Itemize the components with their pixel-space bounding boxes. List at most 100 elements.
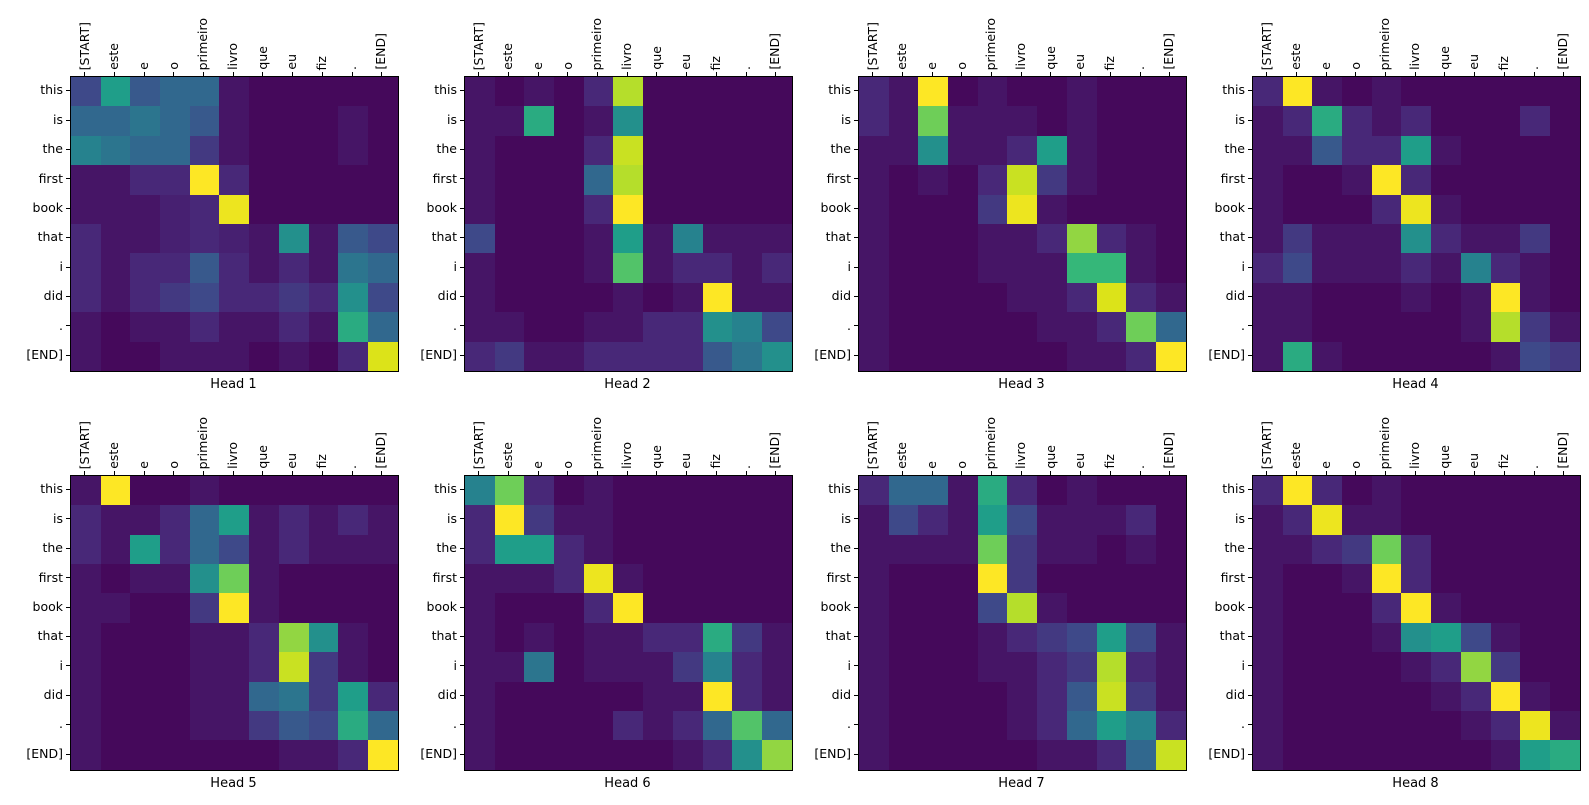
heatmap-cell <box>1342 165 1372 195</box>
heatmap-cell <box>524 622 555 653</box>
heatmap-cell <box>465 135 495 166</box>
y-tick: book <box>6 592 70 621</box>
y-tick-label: that <box>37 628 63 644</box>
heatmap-cell <box>1490 106 1521 136</box>
heatmap-cell <box>308 194 339 224</box>
x-tick-label: primeiro <box>195 416 211 469</box>
x-tick: primeiro <box>189 401 219 475</box>
subplot-head-2: [START] este e o primeiro livro que eu fiz. [END]… <box>400 2 794 397</box>
x-tick-mark <box>1169 470 1171 475</box>
x-tick-label: o <box>1347 62 1363 70</box>
heatmap-cell <box>1312 593 1343 623</box>
heatmap-cell <box>308 711 339 741</box>
heatmap-cell <box>732 77 762 107</box>
heatmap-cell <box>613 681 644 712</box>
heatmap-cell <box>1431 564 1461 594</box>
x-tick-mark <box>745 72 747 76</box>
heatmap-cell <box>1490 165 1521 195</box>
x-tick: que <box>642 401 672 475</box>
heatmap-cell <box>761 77 792 107</box>
y-tick-mark <box>66 325 70 327</box>
heatmap-cell <box>1401 564 1432 594</box>
x-tick: este <box>888 401 918 475</box>
y-tick-mark <box>1248 606 1252 608</box>
heatmap-cell <box>732 534 762 565</box>
heatmap-cell <box>1520 593 1550 623</box>
y-tick-label: first <box>1220 569 1245 585</box>
heatmap-cell <box>1490 223 1521 254</box>
x-tick-label: este <box>500 43 516 70</box>
y-tick-label: did <box>437 288 457 304</box>
heatmap-cell <box>249 253 279 283</box>
heatmap-cell <box>1371 475 1402 506</box>
heatmap-cell <box>1066 253 1097 283</box>
y-tick: the <box>6 534 70 563</box>
heatmap-cell <box>278 534 309 565</box>
y-tick-mark <box>854 178 858 180</box>
y-tick: first <box>794 563 858 592</box>
heatmap-cell <box>71 77 101 107</box>
heatmap-cell <box>1253 711 1283 741</box>
heatmap-cell <box>1371 711 1402 741</box>
x-tick-mark <box>961 72 963 76</box>
heatmap-cell <box>732 564 762 594</box>
heatmap-cell <box>1155 681 1186 712</box>
heatmap-cell <box>977 341 1008 371</box>
x-tick: eu <box>1066 2 1096 76</box>
heatmap-cell <box>465 564 495 594</box>
heatmap-cell <box>1312 341 1343 371</box>
x-tick: [START] <box>858 2 888 76</box>
heatmap-cell <box>1253 223 1283 254</box>
x-tick-label: e <box>1317 62 1333 70</box>
heatmap-cell <box>278 622 309 653</box>
heatmap-cell <box>948 282 978 313</box>
heatmap-cell <box>672 341 703 371</box>
heatmap-cell <box>100 165 131 195</box>
heatmap-cell <box>859 106 889 136</box>
x-tick: [END] <box>367 2 397 76</box>
x-tick: [START] <box>70 401 100 475</box>
x-tick-label: livro <box>225 442 241 469</box>
heatmap-cell <box>613 194 644 224</box>
y-tick-mark <box>66 489 70 491</box>
subplot-head-8: [START] este e o primeiro livro que eu fiz. [END]… <box>1188 401 1582 796</box>
heatmap-cell <box>643 77 673 107</box>
y-tick-label: did <box>43 687 63 703</box>
heatmap-cell <box>1037 681 1067 712</box>
heatmap-cell <box>1431 622 1461 653</box>
heatmap-cell <box>524 652 555 682</box>
y-tick-mark <box>1248 636 1252 638</box>
heatmap-cell <box>1342 282 1372 313</box>
subplot-head-6: [START] este e o primeiro livro que eu fiz. [END]… <box>400 401 794 796</box>
heatmap-cell <box>465 106 495 136</box>
heatmap-cell <box>524 165 555 195</box>
heatmap-cell <box>71 165 101 195</box>
heatmap-cell <box>1520 505 1550 535</box>
heatmap-cell <box>977 312 1008 342</box>
y-tick: [END] <box>6 739 70 768</box>
heatmap-cell <box>189 505 220 535</box>
y-tick: did <box>794 681 858 710</box>
heatmap-cell <box>219 106 250 136</box>
heatmap-cell <box>465 534 495 565</box>
y-tick: i <box>1188 252 1252 281</box>
heatmap-cell <box>338 135 368 166</box>
y-tick-label: first <box>1220 170 1245 186</box>
heatmap-cell <box>1490 534 1521 565</box>
x-tick-mark <box>931 72 933 76</box>
heatmap-cell <box>130 165 161 195</box>
heatmap-cell <box>1282 135 1313 166</box>
heatmap-cell <box>1155 282 1186 313</box>
heatmap-cell <box>1096 165 1127 195</box>
heatmap-cell <box>1431 475 1461 506</box>
heatmap-cell <box>918 564 949 594</box>
x-tick: este <box>1282 2 1312 76</box>
heatmap-cell <box>583 282 614 313</box>
y-tick-mark <box>854 119 858 121</box>
y-tick-label: is <box>447 510 457 526</box>
heatmap-cell <box>1460 135 1491 166</box>
x-tick-mark <box>1563 470 1565 475</box>
heatmap-cell <box>613 740 644 770</box>
x-tick: livro <box>1400 401 1430 475</box>
y-tick: first <box>794 164 858 193</box>
